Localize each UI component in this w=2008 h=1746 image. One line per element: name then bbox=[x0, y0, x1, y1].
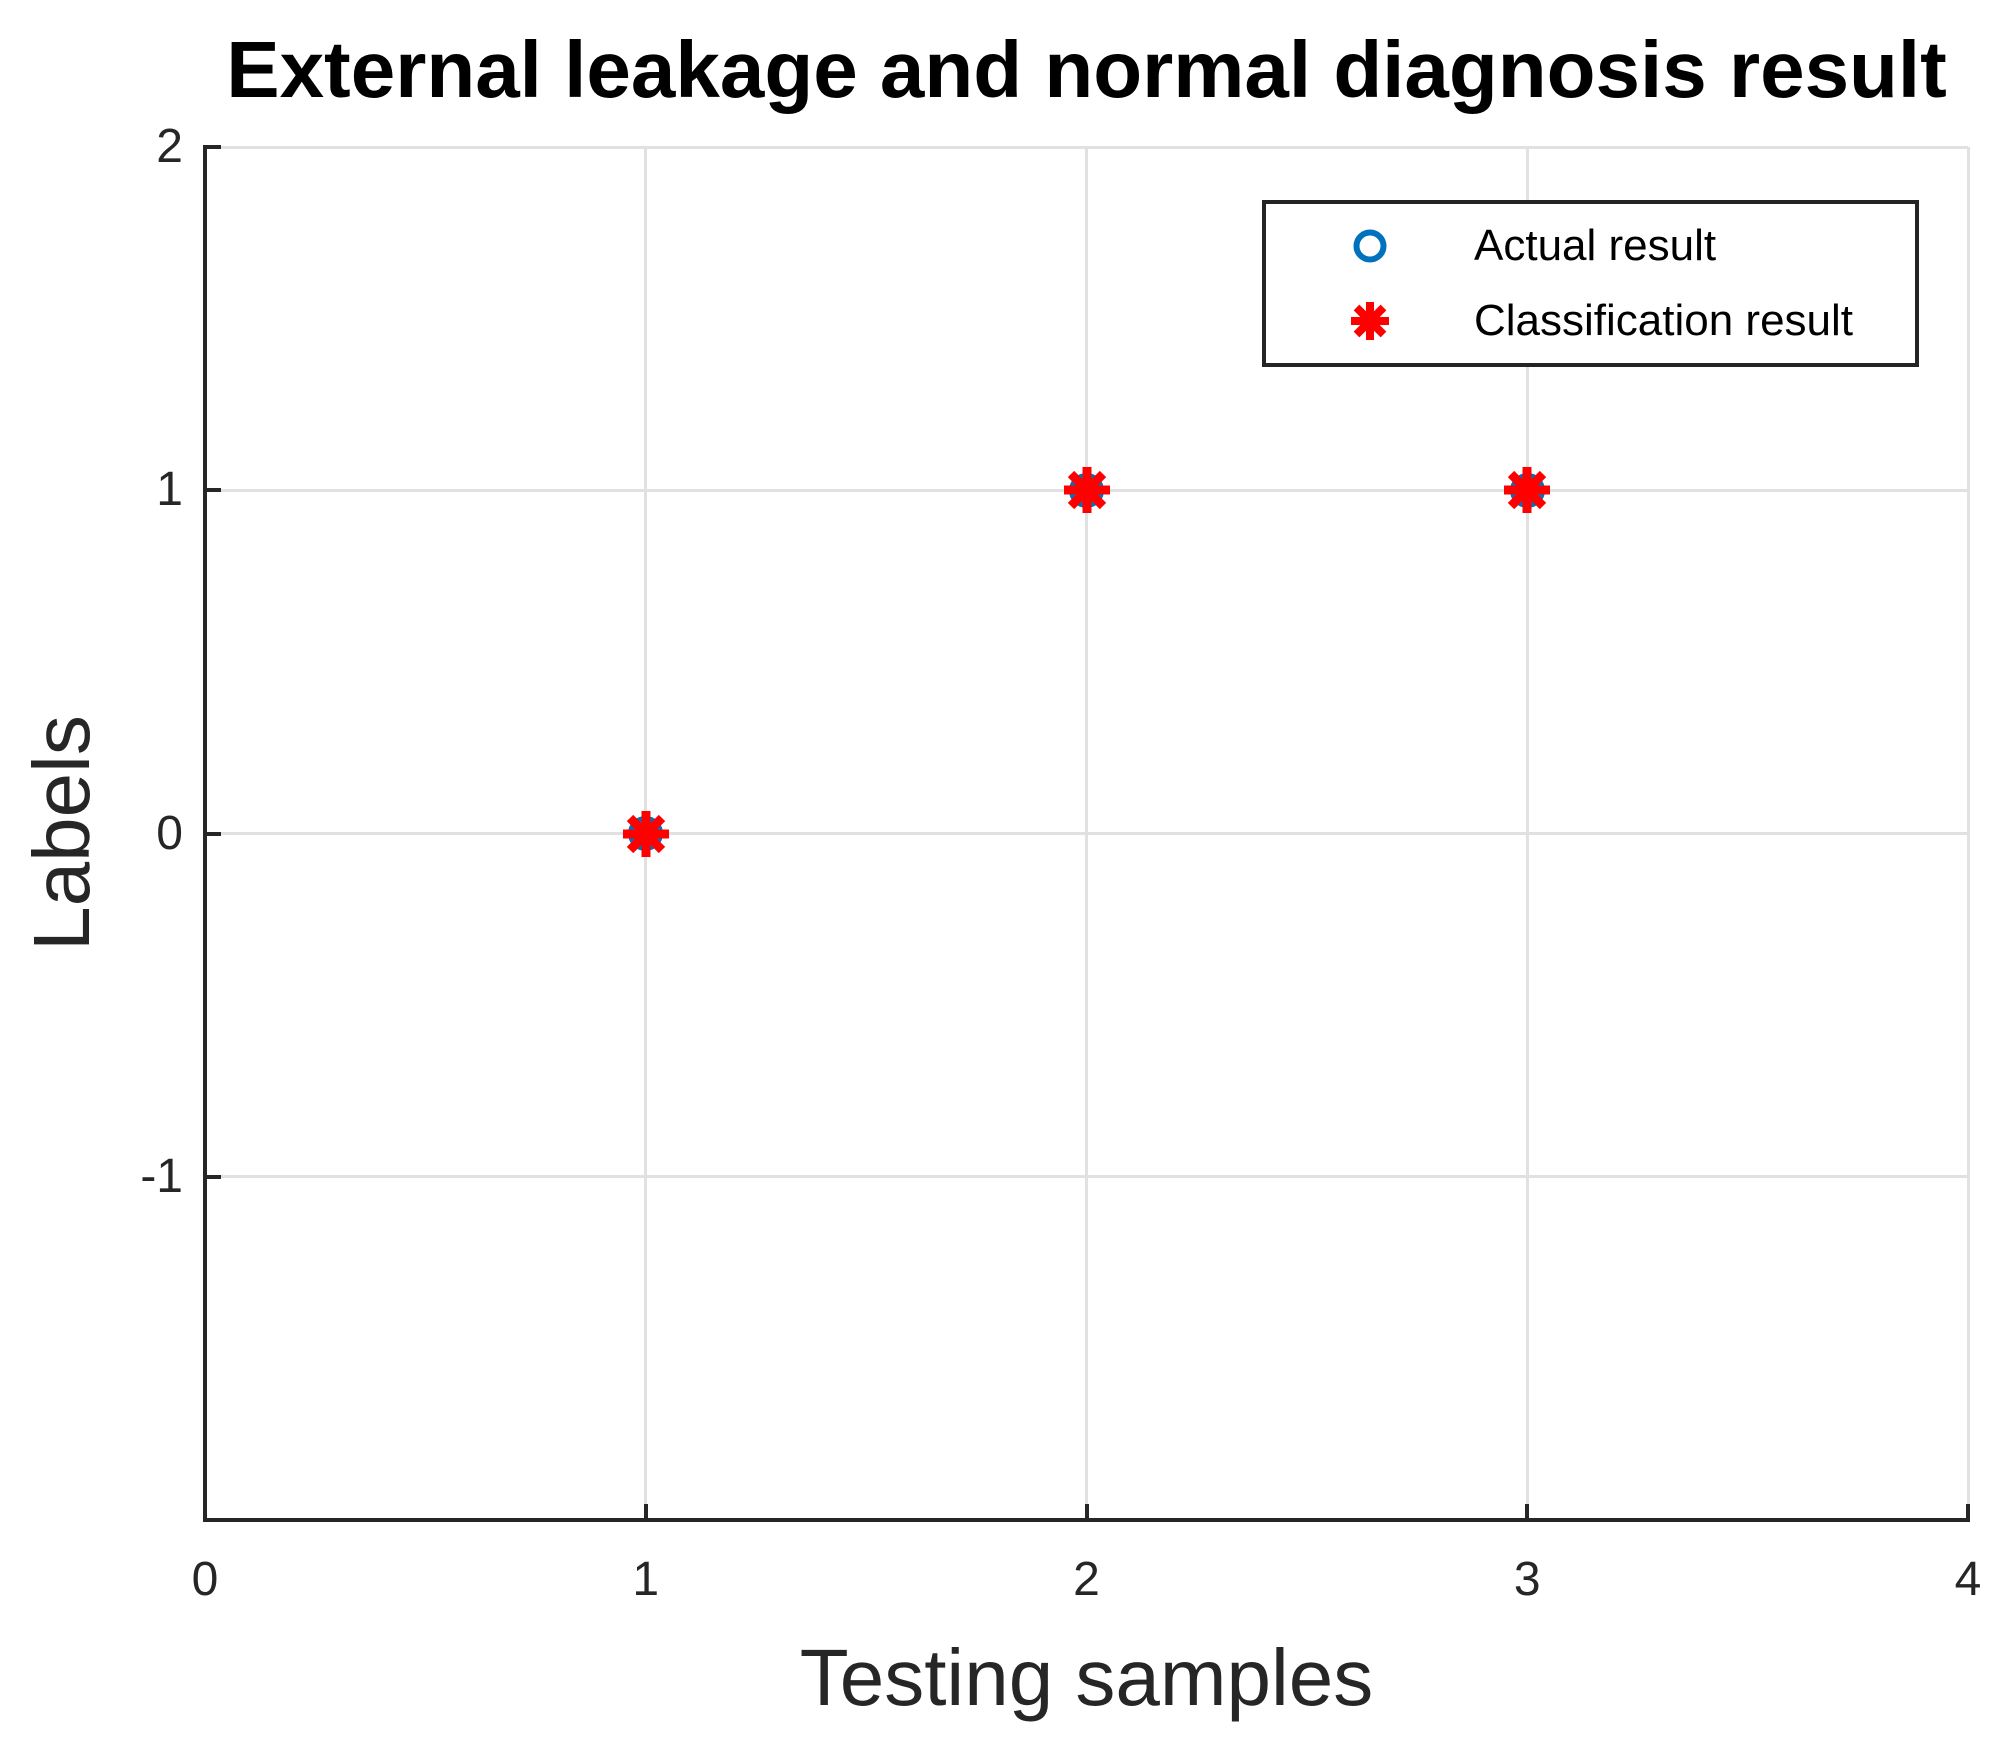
x-tick-label-4: 4 bbox=[1954, 1553, 1982, 1606]
marker-asterisk-1-0 bbox=[619, 807, 673, 866]
legend-row-classification-result: Classification result bbox=[1266, 289, 1915, 353]
x-tick-label-3: 3 bbox=[1513, 1553, 1541, 1606]
x-tick-0 bbox=[203, 1504, 207, 1520]
x-axis-label: Testing samples bbox=[799, 1633, 1374, 1722]
y-tick-label-2: 2 bbox=[156, 120, 183, 173]
x-axis-line bbox=[203, 1518, 1970, 1522]
y-tick-label-0: 0 bbox=[156, 806, 183, 860]
y-tick-label-1: 1 bbox=[156, 463, 183, 517]
x-tick-2 bbox=[1084, 1504, 1089, 1520]
legend: Actual result Classification result bbox=[1262, 200, 1919, 367]
gridline-y-2 bbox=[205, 145, 1968, 149]
legend-row-actual-result: Actual result bbox=[1266, 214, 1915, 278]
y-tick-label--1: -1 bbox=[140, 1149, 183, 1203]
legend-label-actual-result: Actual result bbox=[1474, 221, 1717, 271]
plot-area: 0 1 2 3 4 2 1 0 -1 bbox=[140, 120, 1981, 1606]
x-tick-label-0: 0 bbox=[191, 1553, 219, 1606]
gridline-y--1 bbox=[205, 1175, 1968, 1179]
marker-asterisk-2-1 bbox=[1060, 463, 1114, 522]
marker-asterisk-3-1 bbox=[1500, 463, 1554, 522]
gridline-y-0 bbox=[205, 832, 1968, 835]
legend-label-classification-result: Classification result bbox=[1474, 295, 1854, 345]
classification-result-asterisk-icon bbox=[1266, 298, 1474, 344]
chart-title: External leakage and normal diagnosis re… bbox=[226, 25, 1947, 114]
gridline-x-4 bbox=[1966, 147, 1970, 1520]
actual-result-circle-icon bbox=[1266, 227, 1474, 265]
x-tick-1 bbox=[643, 1504, 648, 1520]
x-tick-label-1: 1 bbox=[632, 1553, 660, 1606]
y-tick-0 bbox=[205, 831, 221, 836]
x-tick-4 bbox=[1966, 1504, 1970, 1520]
y-tick-2 bbox=[205, 145, 221, 149]
y-tick-1 bbox=[205, 488, 221, 493]
y-tick--1 bbox=[205, 1174, 221, 1179]
x-tick-label-2: 2 bbox=[1073, 1553, 1100, 1606]
x-tick-3 bbox=[1525, 1504, 1530, 1520]
